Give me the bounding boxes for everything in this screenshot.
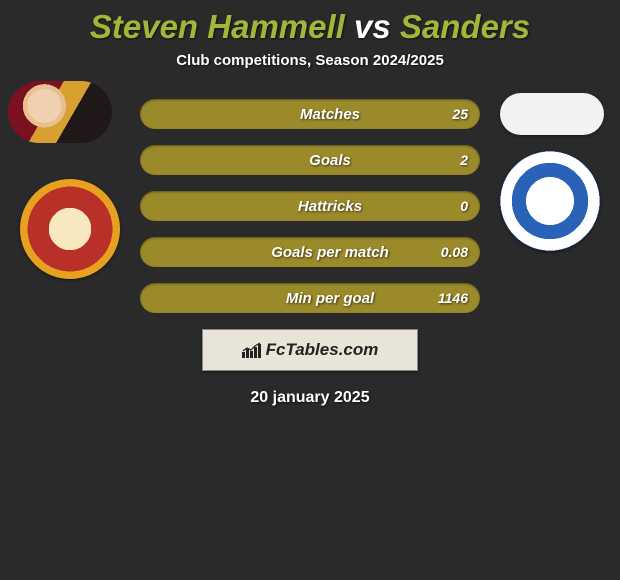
title-player2: Sanders — [400, 8, 530, 45]
stat-rows: Matches25 Goals2 Hattricks0 Goals per match… — [140, 99, 480, 313]
stat-label: Hattricks — [140, 198, 480, 215]
player1-photo — [8, 81, 112, 143]
stat-value: 0.08 — [441, 244, 468, 260]
content-area: Matches25 Goals2 Hattricks0 Goals per match… — [0, 99, 620, 407]
brand-chart-icon — [242, 342, 262, 358]
stat-value: 0 — [460, 198, 468, 214]
stat-value: 25 — [452, 106, 468, 122]
stat-label: Goals — [140, 152, 480, 169]
comparison-title: Steven Hammell vs Sanders — [0, 0, 620, 46]
title-player1: Steven Hammell — [90, 8, 345, 45]
stat-value: 2 — [460, 152, 468, 168]
stat-row: Matches25 — [140, 99, 480, 129]
stat-row: Hattricks0 — [140, 191, 480, 221]
stat-label: Matches — [140, 106, 480, 123]
stat-row: Min per goal1146 — [140, 283, 480, 313]
player2-photo — [500, 93, 604, 135]
player1-club-crest — [20, 179, 120, 279]
subtitle: Club competitions, Season 2024/2025 — [0, 52, 620, 69]
player2-club-crest — [500, 151, 600, 251]
footer-date: 20 january 2025 — [0, 389, 620, 407]
stat-label: Goals per match — [140, 244, 480, 261]
title-vs: vs — [354, 8, 391, 45]
stat-row: Goals2 — [140, 145, 480, 175]
stat-label: Min per goal — [140, 290, 480, 307]
brand-text: FcTables.com — [266, 340, 379, 360]
stat-row: Goals per match0.08 — [140, 237, 480, 267]
stat-value: 1146 — [438, 290, 468, 306]
brand-box: FcTables.com — [202, 329, 418, 371]
